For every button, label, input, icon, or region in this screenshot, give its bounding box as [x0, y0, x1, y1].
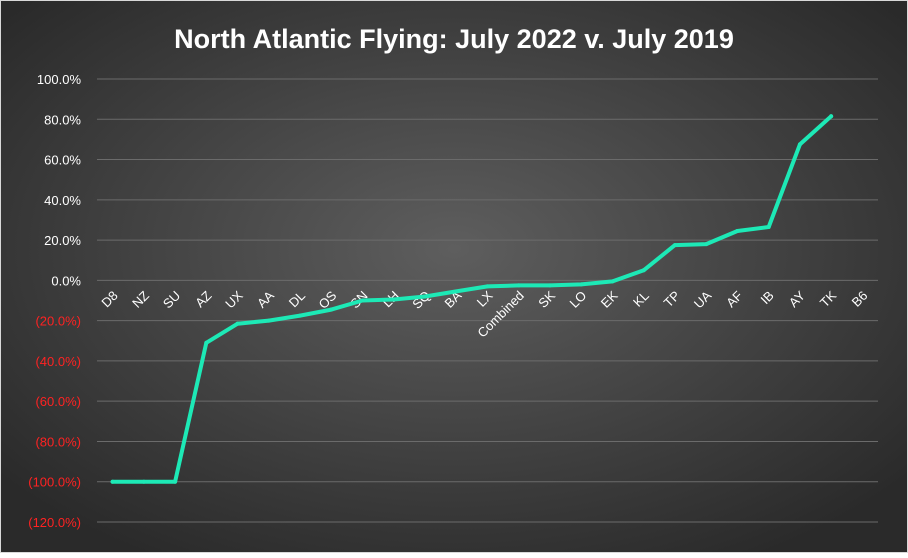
grid-lines: [97, 78, 878, 523]
data-point: [579, 282, 584, 287]
data-point: [672, 243, 677, 248]
data-point: [204, 340, 209, 345]
y-tick-label: 80.0%: [44, 112, 81, 127]
y-tick-label: (80.0%): [35, 434, 81, 449]
series-layer: [110, 114, 834, 484]
data-point: [766, 225, 771, 230]
data-point: [641, 268, 646, 273]
y-tick-label: 0.0%: [51, 273, 81, 288]
series-line: [110, 114, 834, 484]
data-point: [298, 313, 303, 318]
data-point: [829, 114, 834, 119]
data-point: [329, 307, 334, 312]
y-tick-label: (100.0%): [28, 475, 81, 490]
data-point: [173, 479, 178, 484]
chart-title: North Atlantic Flying: July 2022 v. July…: [174, 24, 734, 54]
data-point: [516, 283, 521, 288]
data-point: [485, 284, 490, 289]
data-point: [141, 479, 146, 484]
y-tick-label: 60.0%: [44, 153, 81, 168]
data-point: [797, 142, 802, 147]
data-point: [110, 479, 115, 484]
data-point: [704, 242, 709, 247]
data-point: [454, 289, 459, 294]
data-point: [391, 297, 396, 302]
data-point: [547, 283, 552, 288]
y-axis-tick-labels: 100.0% 80.0% 60.0% 40.0% 20.0% 0.0% (20.0%) (40…: [28, 72, 81, 530]
y-tick-label: (120.0%): [28, 515, 81, 530]
data-point: [610, 279, 615, 284]
data-point: [266, 318, 271, 323]
y-tick-label: 40.0%: [44, 193, 81, 208]
y-tick-label: (60.0%): [35, 394, 81, 409]
data-point: [235, 321, 240, 326]
y-tick-label: 100.0%: [37, 72, 82, 87]
data-point: [735, 229, 740, 234]
data-point: [360, 298, 365, 303]
y-tick-label: (40.0%): [35, 354, 81, 369]
y-tick-label: (20.0%): [35, 314, 81, 329]
data-point: [423, 294, 428, 299]
y-tick-label: 20.0%: [44, 233, 81, 248]
